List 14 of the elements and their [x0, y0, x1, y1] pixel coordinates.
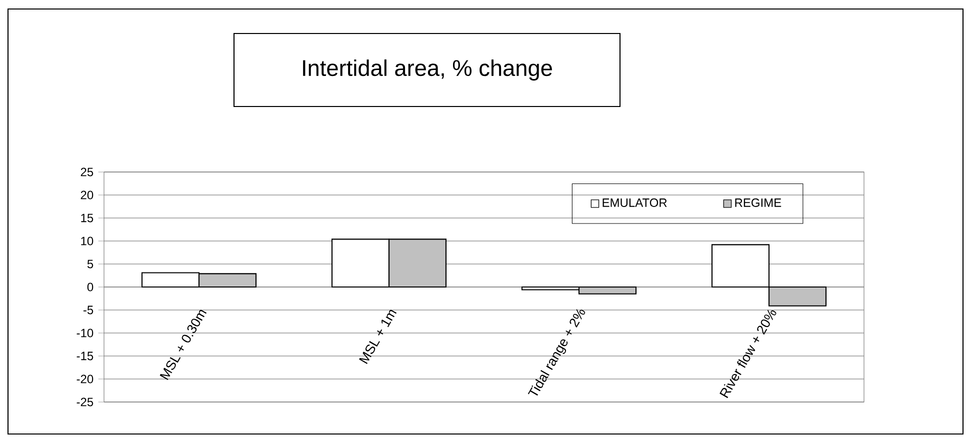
y-tick-label: 0	[87, 282, 94, 292]
y-tick-label: 25	[80, 168, 94, 176]
y-tick-label: 5	[87, 260, 94, 268]
y-tick-label: 20	[80, 190, 94, 200]
y-tick-label: 10	[81, 236, 94, 246]
y-tick-label: 15	[81, 214, 94, 222]
y-tick-label: -20	[76, 374, 94, 384]
y-tick-label: -5	[83, 306, 94, 314]
y-tick-label: -10	[76, 328, 94, 338]
legend-label: REGIME	[735, 198, 782, 207]
y-tick-label: -25	[76, 398, 94, 406]
y-tick-label: -15	[76, 352, 94, 360]
legend-label: EMULATOR	[602, 198, 667, 207]
chart-title: Intertidal area, % change	[303, 59, 552, 81]
